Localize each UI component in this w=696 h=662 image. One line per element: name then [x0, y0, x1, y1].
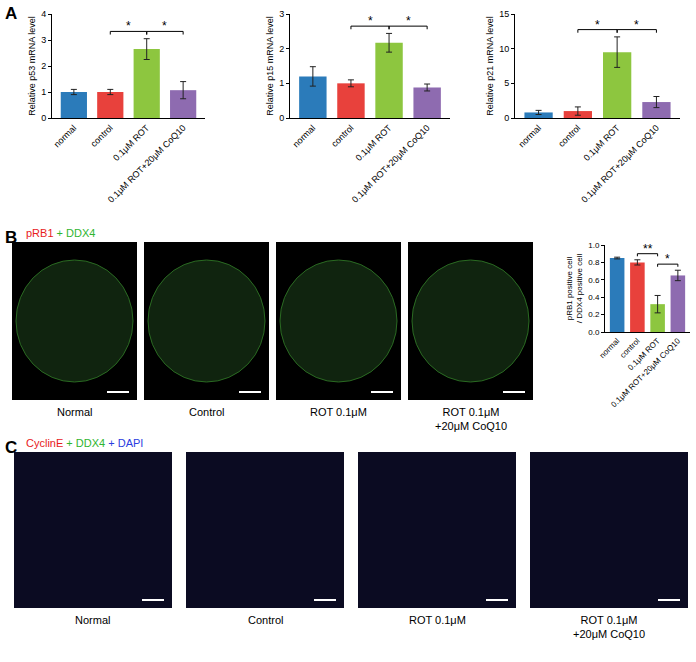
svg-text:**: **	[643, 242, 653, 256]
svg-text:Control: Control	[248, 614, 283, 626]
svg-text:control: control	[89, 123, 115, 149]
svg-text:Normal: Normal	[75, 614, 110, 626]
svg-text:*: *	[595, 18, 600, 32]
svg-text:*: *	[634, 18, 639, 32]
svg-text:0.1μM ROT+20μM CoQ10: 0.1μM ROT+20μM CoQ10	[106, 123, 188, 205]
svg-text:0.6: 0.6	[588, 276, 600, 285]
svg-text:ROT 0.1μM: ROT 0.1μM	[310, 406, 367, 418]
svg-text:Relative p53 mRNA level: Relative p53 mRNA level	[27, 16, 37, 116]
svg-text:0.2: 0.2	[588, 310, 600, 319]
svg-text:*: *	[126, 19, 131, 33]
svg-text:control: control	[329, 123, 355, 149]
svg-text:Control: Control	[189, 406, 224, 418]
svg-text:CyclinE + DDX4 + DAPI: CyclinE + DDX4 + DAPI	[26, 437, 143, 449]
svg-text:0.1μM ROT: 0.1μM ROT	[626, 336, 662, 372]
svg-text:3: 3	[41, 35, 46, 45]
svg-text:0.1μM ROT: 0.1μM ROT	[354, 122, 394, 162]
svg-text:1.0: 1.0	[588, 241, 600, 250]
svg-text:control: control	[618, 336, 642, 360]
svg-text:0.8: 0.8	[588, 258, 600, 267]
svg-text:0: 0	[41, 113, 46, 123]
svg-text:Relative p21 mRNA level: Relative p21 mRNA level	[485, 16, 495, 116]
svg-text:pRB1 + DDX4: pRB1 + DDX4	[26, 227, 95, 239]
svg-text:0.1μM ROT+20μM CoQ10: 0.1μM ROT+20μM CoQ10	[609, 336, 682, 409]
svg-text:*: *	[162, 19, 167, 33]
svg-text:ROT 0.1μM: ROT 0.1μM	[409, 614, 466, 626]
svg-text:1: 1	[41, 87, 46, 97]
svg-text:B: B	[5, 228, 17, 247]
svg-text:0: 0	[504, 113, 509, 123]
svg-text:2: 2	[279, 44, 284, 54]
svg-text:A: A	[5, 4, 17, 23]
svg-text:4: 4	[41, 9, 46, 19]
svg-text:normal: normal	[291, 123, 318, 150]
svg-text:control: control	[556, 123, 582, 149]
svg-text:*: *	[368, 14, 373, 28]
svg-text:normal: normal	[517, 123, 544, 150]
svg-text:0.1μM ROT: 0.1μM ROT	[582, 122, 622, 162]
svg-text:10: 10	[499, 44, 509, 54]
svg-text:0.1μM ROT: 0.1μM ROT	[111, 122, 151, 162]
svg-text:*: *	[665, 252, 670, 266]
svg-text:normal: normal	[598, 336, 622, 360]
svg-text:0: 0	[279, 113, 284, 123]
svg-text:1: 1	[279, 78, 284, 88]
svg-text:*: *	[406, 14, 411, 28]
svg-text:0.1μM ROT+20μM CoQ10: 0.1μM ROT+20μM CoQ10	[350, 123, 432, 205]
svg-text:pRB1 positive cell/ DDX4 posit: pRB1 positive cell/ DDX4 positive cell	[565, 254, 584, 324]
svg-text:3: 3	[279, 9, 284, 19]
svg-text:ROT 0.1μM+20μM CoQ10: ROT 0.1μM+20μM CoQ10	[435, 406, 507, 432]
svg-text:0.1μM ROT+20μM CoQ10: 0.1μM ROT+20μM CoQ10	[579, 123, 661, 205]
svg-text:Relative p15 mRNA level: Relative p15 mRNA level	[265, 16, 275, 116]
svg-text:C: C	[5, 438, 17, 457]
svg-text:Normal: Normal	[57, 406, 92, 418]
svg-text:0.4: 0.4	[588, 293, 600, 302]
svg-text:2: 2	[41, 61, 46, 71]
svg-text:ROT 0.1μM+20μM CoQ10: ROT 0.1μM+20μM CoQ10	[573, 614, 645, 640]
svg-text:15: 15	[499, 9, 509, 19]
svg-text:normal: normal	[52, 123, 79, 150]
svg-text:5: 5	[504, 78, 509, 88]
svg-text:0.0: 0.0	[588, 328, 600, 337]
